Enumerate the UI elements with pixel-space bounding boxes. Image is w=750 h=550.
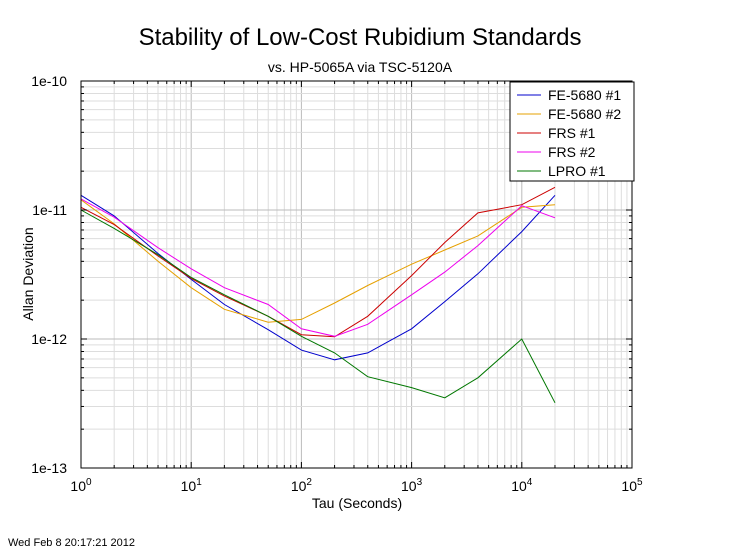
x-tick-label: 104 xyxy=(511,477,533,494)
y-tick-label: 1e-11 xyxy=(32,202,67,218)
legend-label: LPRO #1 xyxy=(548,163,606,179)
y-tick-label: 1e-13 xyxy=(31,460,67,476)
legend-label: FE-5680 #1 xyxy=(548,87,621,103)
chart-subtitle: vs. HP-5065A via TSC-5120A xyxy=(267,59,453,75)
series-line-lpro-1 xyxy=(80,209,556,404)
legend: FE-5680 #1 FE-5680 #2 FRS #1 FRS #2 LPRO #1 xyxy=(509,81,635,182)
y-tick-label: 1e-12 xyxy=(31,331,67,347)
series-lines xyxy=(80,186,556,404)
series-line-frs-1 xyxy=(80,186,556,338)
series-line-frs-2 xyxy=(80,198,556,337)
series-line-fe-5680-1 xyxy=(80,194,556,361)
x-tick-label: 102 xyxy=(291,477,313,494)
x-tick-label: 101 xyxy=(181,477,203,494)
x-tick-label: 103 xyxy=(401,477,423,494)
legend-label: FRS #1 xyxy=(548,125,596,141)
x-tick-label: 100 xyxy=(70,477,92,494)
timestamp: Wed Feb 8 20:17:21 2012 xyxy=(8,537,136,549)
legend-label: FRS #2 xyxy=(548,144,596,160)
legend-box xyxy=(509,81,635,182)
grid xyxy=(81,81,632,468)
x-axis-label: Tau (Seconds) xyxy=(311,495,403,511)
plot-frame xyxy=(80,80,633,469)
chart-title: Stability of Low-Cost Rubidium Standards xyxy=(138,24,582,51)
axis-ticks: 100 101 102 103 104 105 1e-13 1e-12 1e-11 1e-10 xyxy=(31,73,643,494)
legend-label: FE-5680 #2 xyxy=(548,106,621,122)
x-tick-label: 105 xyxy=(621,477,643,494)
y-tick-label: 1e-10 xyxy=(31,73,67,89)
series-line-fe-5680-2 xyxy=(80,199,556,323)
